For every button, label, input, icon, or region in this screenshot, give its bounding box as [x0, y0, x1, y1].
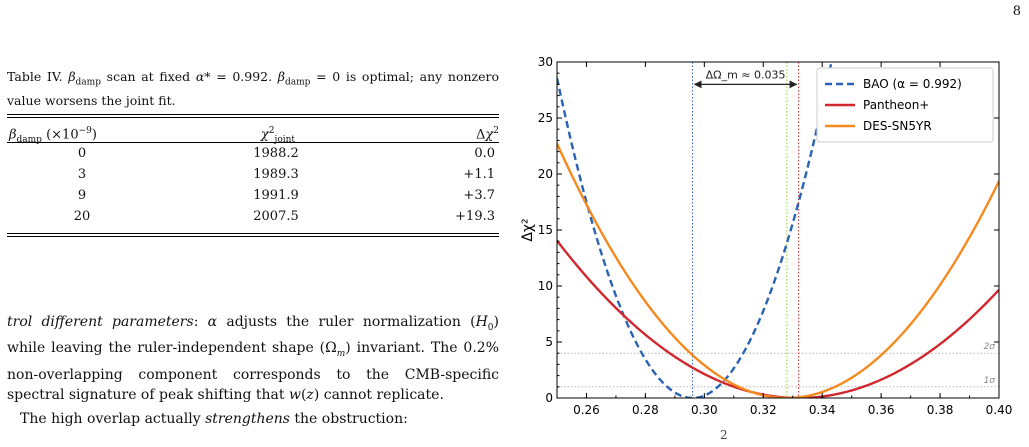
x-tick-label: 0.36: [868, 403, 895, 417]
y-tick-label: 20: [538, 167, 553, 181]
x-tick-label: 0.34: [809, 403, 836, 417]
table-row: 9 1991.9 +3.7: [7, 185, 499, 206]
bottom-fragment: 2: [720, 428, 728, 442]
column-header-delta-chi2: Δχ2: [475, 126, 499, 143]
table-cell: 0.0: [474, 146, 495, 161]
x-tick-label: 0.28: [632, 403, 659, 417]
y-axis-label: Δχ²: [520, 218, 536, 241]
table-cell: +1.1: [463, 167, 495, 182]
table-cell: 9: [77, 188, 87, 203]
series-line: [557, 62, 833, 398]
sigma-label: 1σ: [984, 376, 996, 386]
legend-box: [816, 67, 994, 143]
table-cell: +19.3: [455, 209, 495, 224]
x-tick-label: 0.26: [573, 403, 600, 417]
x-tick-label: 0.30: [691, 403, 718, 417]
legend-label: BAO (α = 0.992): [863, 77, 962, 91]
y-tick-label: 30: [538, 55, 553, 69]
table-cell: 1988.2: [253, 146, 299, 161]
table-cell: +3.7: [463, 188, 495, 203]
table-cell: 0: [77, 146, 87, 161]
sigma-label: 2σ: [984, 342, 996, 352]
table-body: 0 1988.2 0.0 3 1989.3 +1.1 9 1991.9 +3.7 20 2007.5…: [7, 143, 499, 227]
column-header-chi2: χ2joint: [260, 126, 296, 145]
page-number: 8: [1012, 4, 1021, 19]
table-cell: 1989.3: [253, 167, 299, 182]
table-row: 20 2007.5 +19.3: [7, 206, 499, 227]
column-header-beta: βdamp (×10−9): [9, 126, 97, 145]
paragraph-2: The high overlap actually strengthens th…: [20, 410, 408, 427]
table-row: 0 1988.2 0.0: [7, 143, 499, 164]
legend-label: Pantheon+: [863, 98, 929, 112]
results-table: βdamp (×10−9) χ2joint Δχ2 0 1988.2 0.0 3 198…: [7, 114, 499, 237]
paragraph-1: trol different parameters: α adjusts the…: [7, 314, 499, 404]
x-tick-label: 0.32: [750, 403, 777, 417]
table-cell: 20: [73, 209, 91, 224]
table-cell: 3: [77, 167, 87, 182]
table-cell: 2007.5: [253, 209, 299, 224]
y-tick-label: 25: [538, 111, 553, 125]
table-row: 3 1989.3 +1.1: [7, 164, 499, 185]
y-tick-label: 5: [545, 335, 553, 349]
delta-annotation: ΔΩ_m ≈ 0.035: [706, 68, 786, 81]
y-tick-label: 0: [545, 391, 553, 405]
table-caption: Table IV. βdamp scan at fixed α* = 0.992…: [7, 69, 500, 108]
series-line: [557, 239, 999, 398]
delta-chi2-chart: 1σ 2σ ΔΩ_m ≈ 0.035 0.26 0.28 0.30 0.32 0.34 0.36…: [520, 55, 1012, 417]
y-tick-label: 15: [538, 223, 553, 237]
x-tick-label: 0.38: [927, 403, 954, 417]
table-header-row: βdamp (×10−9) χ2joint Δχ2: [7, 118, 499, 145]
x-tick-label: 0.40: [986, 403, 1012, 417]
body-text: trol different parameters: α adjusts the…: [7, 312, 499, 429]
y-tick-label: 10: [538, 279, 553, 293]
table-cell: 1991.9: [253, 188, 299, 203]
legend-label: DES-SN5YR: [863, 119, 932, 133]
